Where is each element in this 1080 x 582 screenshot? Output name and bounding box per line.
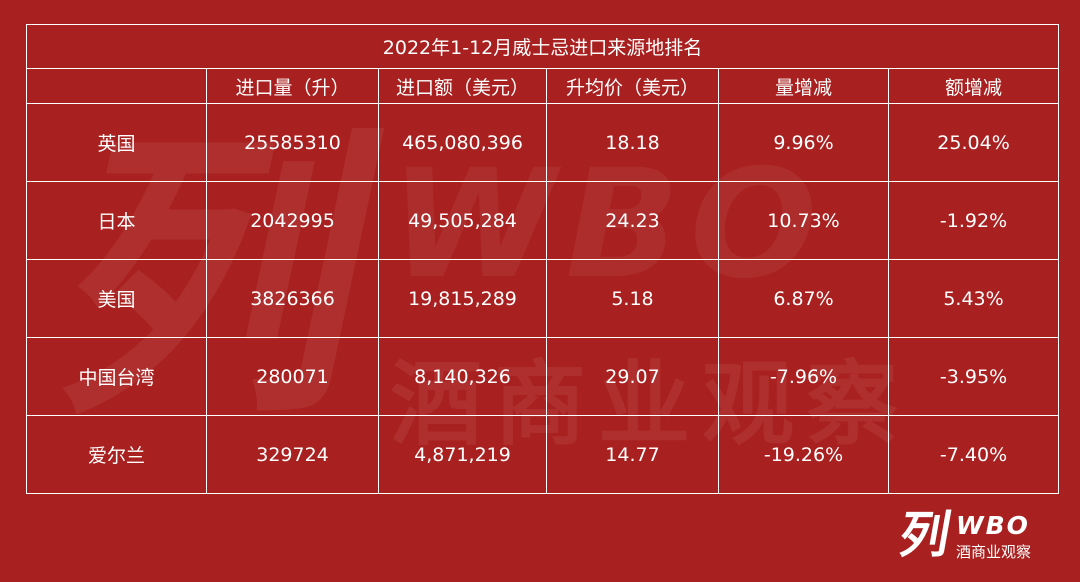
table-cell: 25585310: [206, 103, 379, 182]
table-cell: 465,080,396: [378, 103, 547, 182]
table-cell: 5.43%: [887, 259, 1060, 338]
column-header: 量增减: [718, 68, 889, 104]
table-row: 英国 25585310 465,080,396 18.18 9.96% 25.0…: [26, 103, 1060, 182]
logo-letters: WBO: [956, 511, 1030, 540]
import-ranking-table: 2022年1-12月威士忌进口来源地排名 进口量（升） 进口额（美元） 升均价（…: [25, 24, 1060, 494]
table-cell: 6.87%: [718, 259, 889, 338]
table-cell: -19.26%: [718, 415, 889, 494]
table-cell: 14.77: [546, 415, 719, 494]
table-cell: -7.96%: [718, 337, 889, 416]
column-header: 额增减: [887, 68, 1060, 104]
row-label: 美国: [26, 259, 207, 338]
table-cell: 25.04%: [887, 103, 1060, 182]
column-header: 升均价（美元）: [546, 68, 719, 104]
column-header: 进口额（美元）: [378, 68, 547, 104]
row-label: 中国台湾: [26, 337, 207, 416]
table-cell: 49,505,284: [378, 181, 547, 260]
table-cell: 29.07: [546, 337, 719, 416]
table-cell: 4,871,219: [378, 415, 547, 494]
table-cell: 9.96%: [718, 103, 889, 182]
row-label: 英国: [26, 103, 207, 182]
table-cell: 8,140,326: [378, 337, 547, 416]
table-cell: -7.40%: [887, 415, 1060, 494]
table-cell: 280071: [206, 337, 379, 416]
table-cell: 329724: [206, 415, 379, 494]
table-title-row: 2022年1-12月威士忌进口来源地排名: [25, 24, 1060, 69]
table-cell: 2042995: [206, 181, 379, 260]
table-row: 爱尔兰 329724 4,871,219 14.77 -19.26% -7.40…: [26, 415, 1060, 494]
table-cell: -3.95%: [887, 337, 1060, 416]
table-row: 中国台湾 280071 8,140,326 29.07 -7.96% -3.95…: [26, 337, 1060, 416]
row-label: 日本: [26, 181, 207, 260]
table-cell: -1.92%: [887, 181, 1060, 260]
table-row: 日本 2042995 49,505,284 24.23 10.73% -1.92…: [26, 181, 1060, 260]
column-header: 进口量（升）: [206, 68, 379, 104]
table-cell: 24.23: [546, 181, 719, 260]
table-cell: 10.73%: [718, 181, 889, 260]
table-cell: 19,815,289: [378, 259, 547, 338]
table-row: 美国 3826366 19,815,289 5.18 6.87% 5.43%: [26, 259, 1060, 338]
table-title: 2022年1-12月威士忌进口来源地排名: [25, 24, 1060, 69]
column-header: [26, 68, 207, 104]
table-cell: 3826366: [206, 259, 379, 338]
logo-text: 酒商业观察: [956, 543, 1032, 561]
brand-logo: 列 WBO 酒商业观察: [895, 505, 1060, 575]
row-label: 爱尔兰: [26, 415, 207, 494]
table-cell: 5.18: [546, 259, 719, 338]
table-cell: 18.18: [546, 103, 719, 182]
table-header-row: 进口量（升） 进口额（美元） 升均价（美元） 量增减 额增减: [26, 68, 1060, 104]
logo-mark: 列: [894, 506, 956, 564]
